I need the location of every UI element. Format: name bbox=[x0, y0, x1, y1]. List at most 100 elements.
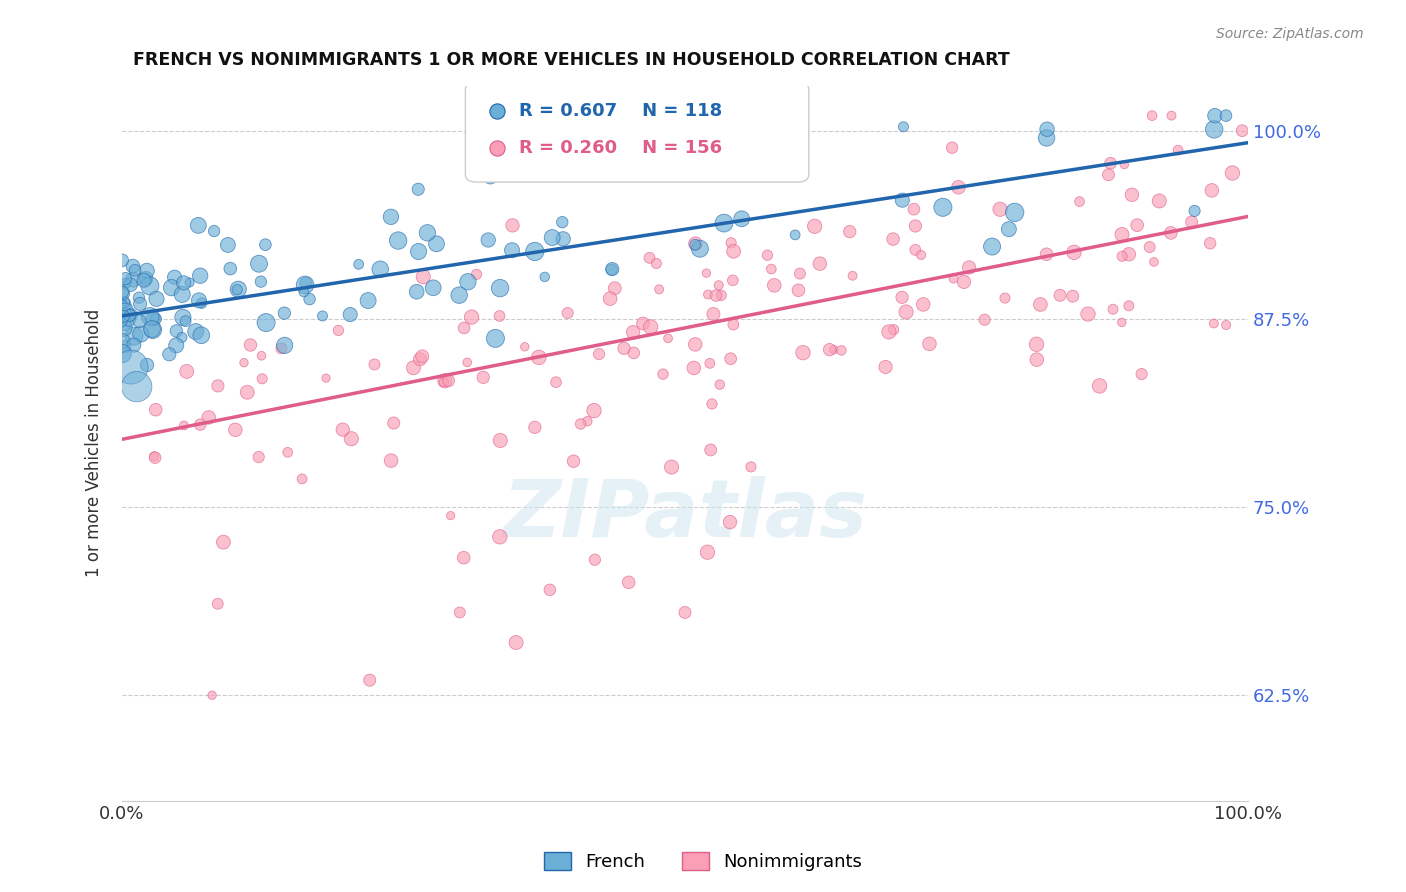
Point bbox=[111, 334, 134, 349]
Point bbox=[1160, 109, 1182, 123]
Point bbox=[179, 276, 201, 290]
Point bbox=[808, 257, 831, 271]
Point bbox=[720, 235, 742, 250]
Point bbox=[409, 352, 432, 367]
Point bbox=[332, 423, 354, 437]
Point bbox=[756, 248, 779, 262]
Point bbox=[1029, 297, 1052, 311]
Point bbox=[239, 338, 262, 352]
Point bbox=[792, 345, 814, 359]
Point bbox=[224, 423, 246, 437]
Point bbox=[122, 272, 145, 286]
Point bbox=[250, 372, 273, 386]
Point bbox=[292, 285, 315, 299]
Point bbox=[1111, 227, 1133, 242]
Point bbox=[882, 232, 904, 246]
Point bbox=[713, 216, 735, 230]
Point bbox=[910, 248, 932, 262]
Point bbox=[125, 379, 148, 393]
Point bbox=[696, 545, 718, 559]
Point bbox=[328, 323, 350, 337]
Point bbox=[124, 263, 146, 277]
Point bbox=[143, 450, 166, 464]
Point bbox=[1114, 158, 1136, 172]
Point bbox=[460, 310, 482, 325]
Point bbox=[1126, 218, 1149, 232]
Point bbox=[425, 236, 447, 251]
Point bbox=[1004, 205, 1026, 219]
Point bbox=[600, 262, 623, 277]
Point bbox=[465, 268, 488, 282]
Point bbox=[942, 271, 965, 285]
Point bbox=[202, 224, 225, 238]
Point bbox=[1143, 255, 1166, 269]
Point bbox=[145, 292, 167, 306]
Point bbox=[1201, 183, 1223, 197]
Point bbox=[489, 281, 512, 295]
Point bbox=[359, 673, 381, 688]
Point bbox=[502, 219, 524, 233]
Point bbox=[613, 342, 636, 356]
Point bbox=[948, 180, 970, 194]
Point bbox=[513, 340, 536, 354]
Point bbox=[838, 225, 860, 239]
Point bbox=[918, 336, 941, 351]
Point bbox=[1160, 226, 1182, 240]
Point bbox=[247, 450, 270, 464]
Point bbox=[273, 306, 295, 320]
Point bbox=[201, 688, 224, 702]
Point bbox=[111, 346, 134, 360]
Point bbox=[184, 325, 207, 339]
Point bbox=[250, 349, 273, 363]
Point bbox=[174, 314, 197, 328]
Point bbox=[190, 328, 212, 343]
Point bbox=[457, 275, 479, 289]
Point bbox=[114, 271, 136, 285]
Point bbox=[761, 262, 783, 277]
Point bbox=[818, 343, 841, 357]
FancyBboxPatch shape bbox=[465, 82, 808, 182]
Point bbox=[1167, 143, 1189, 157]
Point bbox=[1099, 156, 1122, 170]
Point bbox=[111, 310, 134, 324]
Point bbox=[893, 120, 915, 134]
Point bbox=[1077, 307, 1099, 321]
Point bbox=[1035, 131, 1057, 145]
Point bbox=[523, 420, 546, 434]
Point bbox=[120, 359, 142, 374]
Point bbox=[538, 582, 561, 597]
Point bbox=[172, 310, 194, 325]
Point bbox=[120, 277, 142, 292]
Point bbox=[456, 355, 478, 369]
Point bbox=[485, 177, 508, 191]
Point bbox=[707, 278, 730, 293]
Point bbox=[877, 325, 900, 339]
Point bbox=[648, 282, 671, 296]
Point bbox=[683, 237, 706, 252]
Point bbox=[382, 416, 405, 430]
Point bbox=[657, 331, 679, 345]
Point bbox=[254, 237, 277, 252]
Point bbox=[368, 262, 391, 277]
Point bbox=[723, 318, 745, 332]
Point bbox=[569, 417, 592, 431]
Point bbox=[673, 606, 696, 620]
Point bbox=[912, 297, 935, 311]
Point bbox=[207, 597, 229, 611]
Point bbox=[118, 313, 141, 327]
Point bbox=[710, 288, 733, 302]
Point bbox=[111, 286, 134, 301]
Point bbox=[114, 308, 136, 322]
Point bbox=[111, 285, 134, 300]
Point bbox=[541, 230, 564, 244]
Point bbox=[111, 253, 134, 268]
Point bbox=[129, 297, 152, 311]
Point bbox=[173, 276, 195, 290]
Point bbox=[709, 377, 731, 392]
Point bbox=[437, 374, 460, 388]
Point bbox=[981, 239, 1004, 253]
Point bbox=[638, 251, 661, 265]
Point bbox=[904, 243, 927, 257]
Point bbox=[111, 315, 134, 329]
Point bbox=[112, 317, 135, 331]
